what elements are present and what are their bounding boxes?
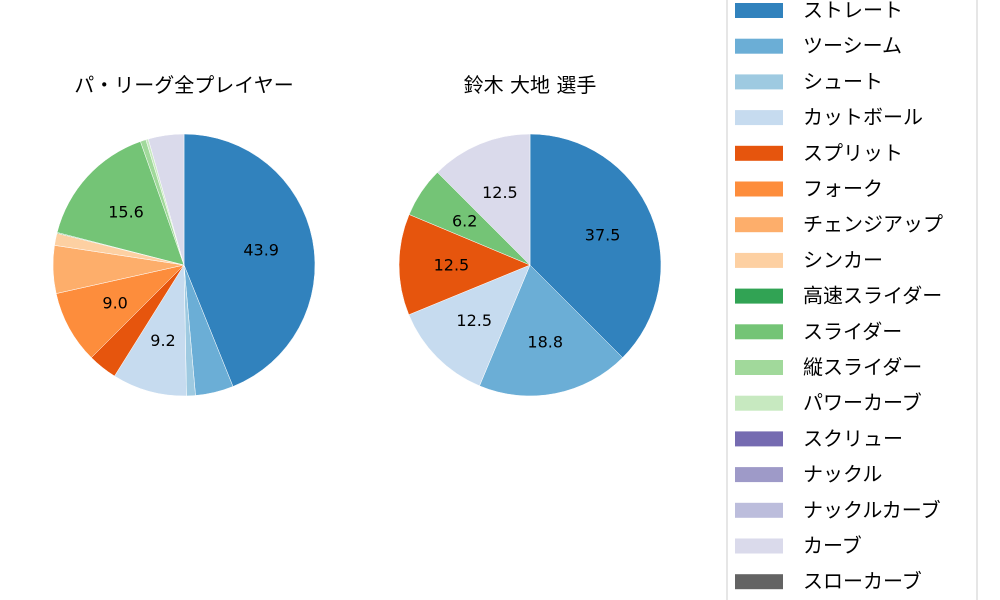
legend-label: カーブ [803, 534, 862, 558]
pie-chart-player: 37.5 18.8 12.5 12.5 6.2 12.5 [398, 133, 662, 397]
pie-slice-player-5 [437, 133, 531, 266]
legend-swatch [735, 217, 783, 233]
legend-label: スプリット [803, 141, 903, 165]
legend-swatch [735, 145, 783, 161]
pie-slice-player-3 [398, 214, 531, 316]
legend-label: 高速スライダー [803, 284, 942, 308]
pie-slice-league-0 [183, 133, 316, 387]
pie-label-player-1: 18.8 [527, 333, 563, 352]
pie-label-league-0: 43.9 [243, 241, 279, 260]
legend-swatch [735, 288, 783, 304]
legend-label: フォーク [803, 177, 883, 201]
legend-label: スライダー [803, 319, 902, 343]
legend-label: ツーシーム [803, 34, 902, 58]
pie-label-league-3: 9.2 [150, 331, 175, 350]
legend-label: スクリュー [803, 426, 903, 450]
pie-title-player: 鈴木 大地 選手 [464, 73, 597, 97]
legend: ストレートツーシームシュートカットボールスプリットフォークチェンジアップシンカー… [726, 0, 978, 600]
pie-label-player-0: 37.5 [585, 225, 621, 244]
legend-label: ストレート [803, 0, 903, 22]
legend-label: カットボール [803, 105, 923, 129]
legend-swatch [735, 110, 783, 126]
legend-frame [726, 0, 978, 600]
legend-label: チェンジアップ [803, 212, 943, 236]
legend-label: ナックル [803, 462, 882, 486]
pie-title-league: パ・リーグ全プレイヤー [74, 73, 293, 97]
pie-chart-league: 43.9 9.2 9.0 15.6 [52, 133, 316, 397]
legend-swatch [735, 360, 783, 375]
legend-swatch [735, 3, 783, 18]
legend-label: ナックルカーブ [803, 498, 941, 522]
pie-label-league-9: 15.6 [108, 202, 144, 221]
legend-swatch [735, 574, 783, 590]
pie-slice-league-9 [56, 141, 185, 266]
legend-label: シュート [803, 69, 883, 93]
legend-label: 縦スライダー [803, 355, 922, 379]
legend-label: パワーカーブ [803, 391, 922, 415]
pie-label-player-3: 12.5 [434, 255, 470, 274]
legend-swatch [735, 395, 783, 411]
pie-slice-player-0 [529, 133, 662, 358]
legend-swatch [735, 252, 783, 268]
legend-swatch [735, 502, 783, 518]
legend-swatch [735, 324, 783, 340]
legend-label: スローカーブ [803, 569, 922, 593]
pie-slice-player-1 [479, 264, 623, 397]
legend-swatch [735, 38, 783, 54]
pie-label-league-5: 9.0 [102, 293, 127, 312]
pie-slice-player-2 [408, 264, 531, 387]
legend-swatch [735, 538, 783, 554]
legend-label: シンカー [803, 248, 883, 272]
legend-swatch [735, 431, 783, 447]
pie-slice-league-12 [147, 133, 185, 266]
pie-label-player-4: 6.2 [452, 212, 477, 231]
legend-swatch [735, 74, 783, 90]
legend-swatch [735, 181, 783, 197]
legend-swatch [735, 467, 783, 483]
pie-label-player-5: 12.5 [482, 183, 518, 202]
pie-label-player-2: 12.5 [456, 311, 492, 330]
